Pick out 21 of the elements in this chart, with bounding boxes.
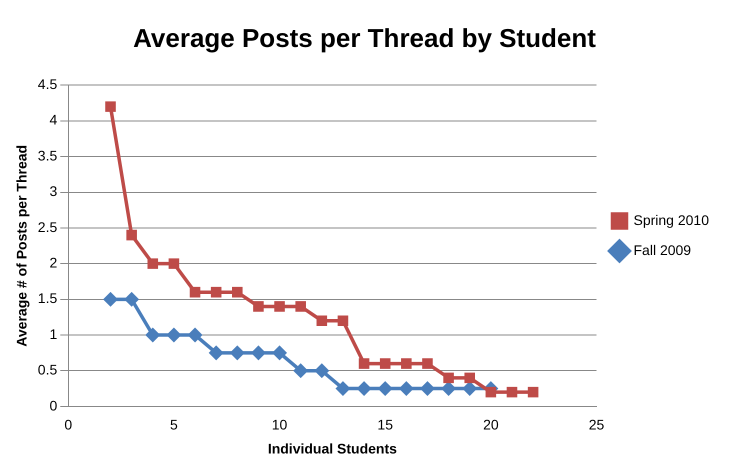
y-tick-label: 2 (49, 254, 58, 271)
x-tick-label: 25 (588, 416, 604, 433)
legend-label: Fall 2009 (633, 242, 692, 258)
y-tick-label: 0 (49, 397, 58, 414)
y-tick-label: 4.5 (38, 76, 58, 92)
y-tick-label: 3 (49, 183, 58, 200)
x-tick-label: 0 (64, 416, 72, 433)
y-tick-label: 2.5 (38, 218, 58, 235)
x-tick-label: 20 (483, 416, 499, 433)
x-tick-label: 5 (170, 416, 178, 433)
y-axis-title: Average # of Posts per Thread (13, 144, 30, 347)
y-tick-label: 1.5 (38, 290, 58, 306)
x-tick-label: 15 (377, 416, 394, 433)
y-tick-label: 3.5 (38, 147, 58, 164)
x-tick-label: 10 (272, 416, 288, 433)
x-axis-title: Individual Students (268, 440, 398, 456)
y-tick-label: 4 (49, 112, 58, 128)
chart-title: Average Posts per Thread by Student (133, 22, 596, 53)
y-tick-label: 0.5 (38, 362, 58, 378)
y-tick-label: 1 (49, 326, 58, 342)
legend-label: Spring 2010 (633, 212, 710, 228)
